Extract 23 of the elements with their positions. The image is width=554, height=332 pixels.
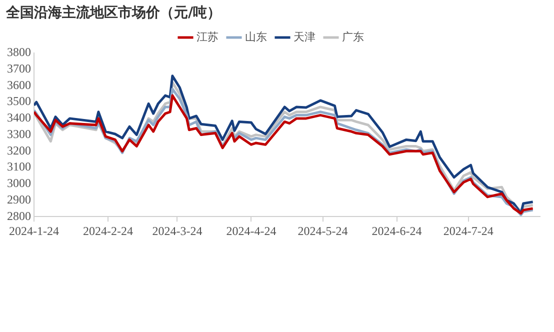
y-tick-label: 2800 — [7, 208, 31, 223]
y-tick-label: 3300 — [7, 126, 31, 141]
y-tick-label: 3600 — [7, 78, 31, 92]
y-tick-label: 3800 — [7, 45, 31, 60]
y-tick-label: 3700 — [7, 62, 31, 76]
y-tick-label: 3400 — [7, 110, 31, 125]
x-tick-label: 2024-7-24 — [443, 224, 494, 238]
y-tick-label: 3200 — [7, 143, 31, 158]
y-tick-label: 3000 — [7, 176, 31, 190]
chart-title: 全国沿海主流地区市场价（元/吨） — [6, 4, 222, 22]
legend-label: 广东 — [342, 30, 364, 44]
x-tick-label: 2024-4-24 — [226, 224, 276, 238]
x-tick-label: 2024-1-24 — [9, 224, 59, 238]
legend-label: 天津 — [294, 30, 316, 44]
y-tick-label: 2900 — [7, 192, 31, 206]
x-tick-label: 2024-2-24 — [82, 224, 133, 238]
x-tick-label: 2024-6-24 — [372, 224, 422, 238]
legend-label: 江苏 — [196, 30, 218, 44]
y-tick-label: 3500 — [7, 94, 31, 108]
x-tick-label: 2024-3-24 — [152, 224, 202, 238]
y-tick-label: 3100 — [7, 160, 31, 174]
legend-label: 山东 — [245, 30, 267, 44]
x-tick-label: 2024-5-24 — [298, 224, 348, 238]
